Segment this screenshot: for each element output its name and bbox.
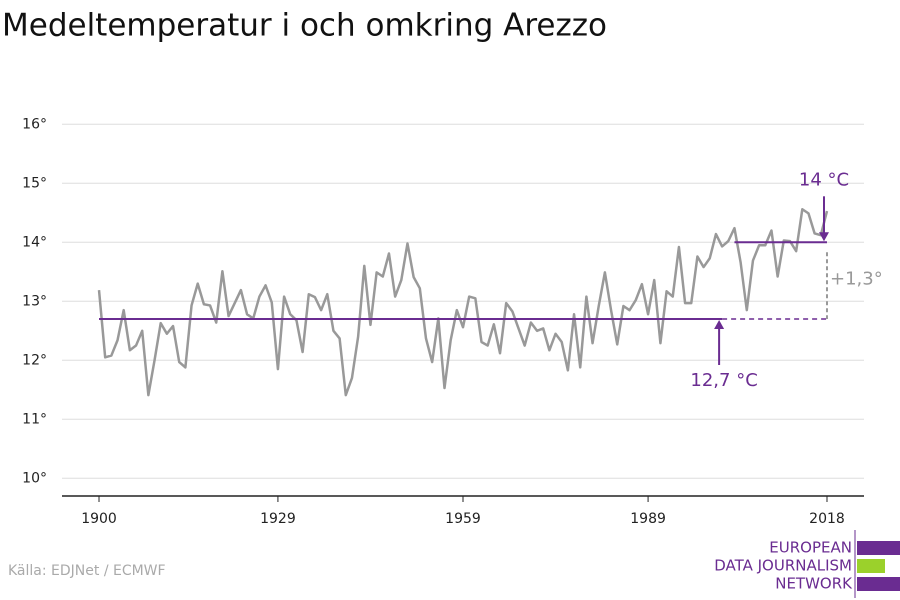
annotation: 14 °C [799,169,849,190]
source: Källa: EDJNet / ECMWF [8,563,166,579]
y-tick-label: 13° [22,293,47,309]
temperature-line [97,208,829,397]
chart-title: Medeltemperatur i och omkring Arezzo [2,8,607,44]
y-tick-label: 14° [22,234,47,250]
y-tick-label: 12° [22,352,47,368]
logo-bar [857,559,885,573]
difference-label: +1,3° [830,269,883,290]
arrow-head [714,320,725,329]
x-tick-label: 1989 [630,511,666,527]
x-tick-label: 1900 [81,511,117,527]
annotation: 12,7 °C [690,370,757,391]
logo: EUROPEAN DATA JOURNALISM NETWORK [714,530,900,598]
x-tick-label: 2018 [809,511,845,527]
x-tick-label: 1929 [260,511,296,527]
logo-bar [857,577,900,591]
arrow-head [818,232,829,242]
y-tick-label: 16° [22,116,47,132]
y-tick-label: 11° [22,411,47,427]
logo-bar [857,541,900,555]
y-tick-label: 15° [22,175,47,191]
x-tick-label: 1959 [445,511,481,527]
logo-text: DATA JOURNALISM [714,557,852,575]
logo-text: EUROPEAN [769,539,852,557]
logo-text: NETWORK [775,575,853,593]
y-tick-label: 10° [22,470,47,486]
